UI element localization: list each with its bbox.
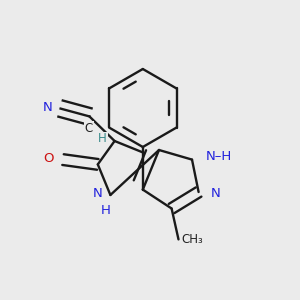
Text: CH₃: CH₃ (181, 233, 203, 246)
Text: N: N (43, 101, 52, 114)
Text: N–H: N–H (206, 150, 232, 163)
Text: O: O (43, 152, 53, 166)
Text: C: C (85, 122, 93, 135)
Text: H: H (98, 132, 107, 145)
Text: N: N (211, 187, 220, 200)
Text: H: H (101, 204, 111, 217)
Text: N: N (93, 187, 103, 200)
